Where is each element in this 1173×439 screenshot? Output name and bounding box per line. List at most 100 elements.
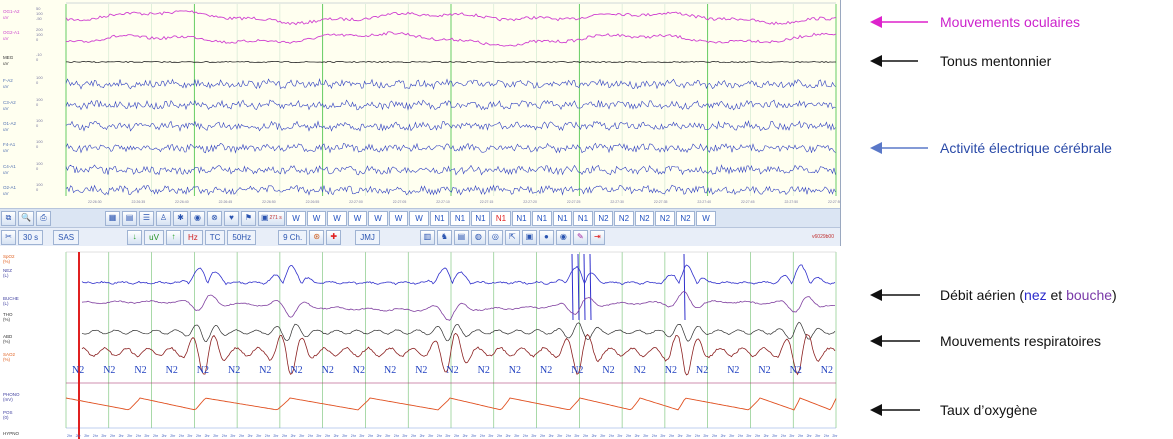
arrow-left-icon xyxy=(870,404,920,416)
resp-channel-label[interactable]: POS xyxy=(3,410,13,415)
hypnogram-mark: 2hr xyxy=(514,434,520,438)
eeg-channel-label[interactable]: C3-A2 xyxy=(3,100,16,105)
add-event-button[interactable]: ✚ xyxy=(326,229,342,245)
stage-button[interactable]: N1 xyxy=(429,210,450,226)
gain-up-button[interactable]: ↑ xyxy=(165,229,181,245)
heart-button[interactable]: ♥ xyxy=(223,210,239,226)
epoch-select[interactable]: 30 s xyxy=(18,229,44,245)
arrow-left-icon xyxy=(870,335,920,347)
eeg-channel-label[interactable]: F4-A1 xyxy=(3,142,16,147)
eeg-channel-label[interactable]: MEG xyxy=(3,55,14,60)
eeg-channel-label[interactable]: OG1-A2 xyxy=(3,9,20,14)
stage-button[interactable]: N1 xyxy=(470,210,491,226)
window-size-button[interactable]: ▣ 271 s xyxy=(257,210,285,226)
delete-mark-button[interactable]: ⊗ xyxy=(206,210,222,226)
stage-mark-label: N2 xyxy=(446,365,458,376)
stage-button[interactable]: W xyxy=(409,210,429,226)
eeg-channel-label[interactable]: F-A2 xyxy=(3,78,13,83)
stage-button[interactable]: N1 xyxy=(552,210,573,226)
help-button[interactable]: ◉ xyxy=(555,229,571,245)
hypnogram-mark: 2hr xyxy=(506,434,512,438)
stage-button[interactable]: W xyxy=(347,210,368,226)
resp-channel-label[interactable]: ABD xyxy=(3,334,13,339)
hypnogram-button[interactable]: ♞ xyxy=(436,229,452,245)
eeg-channel-label[interactable]: C4-A1 xyxy=(3,164,16,169)
stage-button[interactable]: N2 xyxy=(614,210,634,226)
stage-button[interactable]: N1 xyxy=(511,210,532,226)
export-button[interactable]: ▤ xyxy=(453,229,469,245)
network-button[interactable]: ◎ xyxy=(487,229,503,245)
cursor-button[interactable]: ⇱ xyxy=(504,229,520,245)
resp-channel-label[interactable]: SAO2 xyxy=(3,352,16,357)
eeg-panel[interactable]: 22:26:30 22:26:35 22:26:40 22:26:45 22:26:50… xyxy=(0,0,841,246)
stage-button[interactable]: N1 xyxy=(573,210,593,226)
stage-button[interactable]: N2 xyxy=(634,210,655,226)
gain-down-button[interactable]: ↓ xyxy=(127,229,143,245)
report-button[interactable]: ▥ xyxy=(419,229,435,245)
stage-button[interactable]: W xyxy=(327,210,347,226)
gain-unit-label[interactable]: uV xyxy=(144,229,164,245)
channel-count-select[interactable]: 9 Ch. xyxy=(278,229,308,245)
resp-channel-label[interactable]: PHONO xyxy=(3,392,20,397)
annotation-oxy-text: Taux d’oxygène xyxy=(940,402,1038,418)
hypnogram-mark: 2hr xyxy=(738,434,744,438)
nasal-flow-trace xyxy=(81,264,836,286)
time-tick-label: 22:27:50 xyxy=(784,200,798,204)
globe-button[interactable]: ◍ xyxy=(470,229,486,245)
stage-button[interactable]: N1 xyxy=(491,210,511,226)
eeg-trace xyxy=(65,99,836,111)
zoom-button[interactable]: 🔍 xyxy=(18,210,34,226)
resp-channel-label[interactable]: SpO2 xyxy=(3,254,15,259)
mode-select[interactable]: SAS xyxy=(53,229,80,245)
pen-button[interactable]: ✎ xyxy=(572,229,588,245)
frequency-filter[interactable]: Hz xyxy=(182,229,203,245)
list-button[interactable]: ☰ xyxy=(138,210,154,226)
respiration-panel[interactable]: N2 N2 N2 N2 N2 N2 N2 N2 N2 N2 N2 N2 N2 N2 N2 N2 N2 N2 N2 N2… xyxy=(0,250,840,439)
stage-button[interactable]: W xyxy=(696,210,716,226)
eeg-traces[interactable]: 22:26:30 22:26:35 22:26:40 22:26:45 22:26:50… xyxy=(0,0,840,208)
stage-button[interactable]: N2 xyxy=(675,210,696,226)
montage-button[interactable]: ⊛ xyxy=(309,229,325,245)
stage-button[interactable]: W xyxy=(388,210,409,226)
resp-channel-label[interactable]: NEZ xyxy=(3,268,12,273)
stage-button[interactable]: N2 xyxy=(593,210,614,226)
stage-button[interactable]: W xyxy=(306,210,327,226)
copy-button[interactable]: ⧉ xyxy=(1,210,16,226)
hypnogram-mark: 2hr xyxy=(196,434,202,438)
event-button[interactable]: ✱ xyxy=(172,210,188,226)
eeg-channel-label[interactable]: OG2-A1 xyxy=(3,30,20,35)
stage-button[interactable]: N2 xyxy=(655,210,675,226)
flag-button[interactable]: ⚑ xyxy=(240,210,256,226)
hypnogram-mark: 2hr xyxy=(592,434,598,438)
info-button[interactable]: ● xyxy=(538,229,554,245)
film-button[interactable]: ▦ xyxy=(104,210,120,226)
save-button[interactable]: ▣ xyxy=(521,229,537,245)
hypnogram-mark: 2hr xyxy=(334,434,340,438)
eeg-channel-label[interactable]: O2-A1 xyxy=(3,185,17,190)
eeg-channel-unit: uV xyxy=(3,191,9,196)
exit-button[interactable]: ⇥ xyxy=(589,229,605,245)
grid-button[interactable]: ▤ xyxy=(121,210,137,226)
eeg-channel-unit: uV xyxy=(3,61,9,66)
resp-channel-label[interactable]: HYPNO xyxy=(3,431,20,436)
stage-button[interactable]: W xyxy=(286,210,306,226)
arrow-left-icon xyxy=(870,142,928,154)
notch-filter[interactable]: 50Hz xyxy=(227,229,257,245)
resp-channel-label[interactable]: THO xyxy=(3,312,13,317)
eeg-channel-label[interactable]: O1-A2 xyxy=(3,121,17,126)
tools-button[interactable]: ✂ xyxy=(1,229,16,245)
print-button[interactable]: ⎙ xyxy=(35,210,51,226)
hypnogram-mark: 2hr xyxy=(385,434,391,438)
stage-mark-label: N2 xyxy=(758,365,770,376)
time-tick-label: 22:27:45 xyxy=(741,200,755,204)
time-constant-filter[interactable]: TC xyxy=(204,229,226,245)
respiration-traces[interactable]: N2 N2 N2 N2 N2 N2 N2 N2 N2 N2 N2 N2 N2 N2 N2 N2 N2 N2 N2 N2… xyxy=(0,250,840,439)
resp-channel-label[interactable]: BUCHE xyxy=(3,296,19,301)
stage-button[interactable]: N1 xyxy=(450,210,470,226)
stage-button[interactable]: N1 xyxy=(532,210,552,226)
stage-button[interactable]: W xyxy=(368,210,388,226)
eeg-scale-tick: 100 xyxy=(36,97,43,102)
artifact-spike xyxy=(583,253,586,321)
marker-button[interactable]: ◉ xyxy=(189,210,205,226)
person-button[interactable]: ♙ xyxy=(155,210,171,226)
